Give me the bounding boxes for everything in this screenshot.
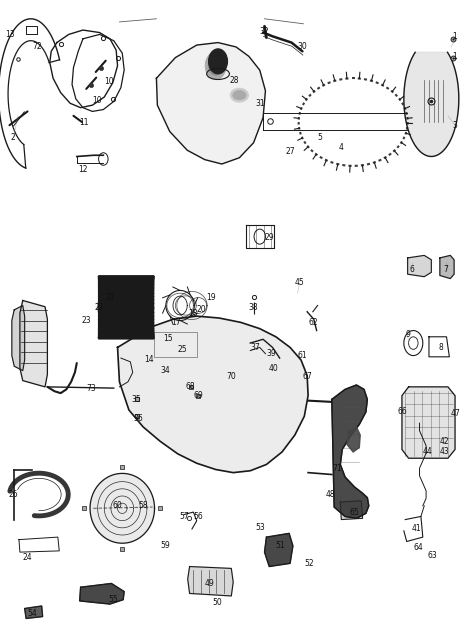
Text: 25: 25 <box>178 345 187 354</box>
Text: 60: 60 <box>113 501 122 510</box>
Text: 40: 40 <box>269 364 279 372</box>
Polygon shape <box>12 305 25 371</box>
Text: 66: 66 <box>397 408 407 416</box>
Text: 21: 21 <box>105 293 115 302</box>
Text: 4: 4 <box>339 143 344 151</box>
Text: 71: 71 <box>333 464 342 473</box>
Text: 27: 27 <box>285 147 295 156</box>
Text: 29: 29 <box>264 233 274 242</box>
Text: 36: 36 <box>134 414 143 423</box>
Text: 15: 15 <box>164 334 173 342</box>
Polygon shape <box>440 255 454 279</box>
Text: 34: 34 <box>160 366 170 375</box>
Text: 13: 13 <box>6 30 15 39</box>
Text: 10: 10 <box>92 96 102 105</box>
Text: 6: 6 <box>410 265 415 274</box>
Text: 41: 41 <box>411 525 421 533</box>
Polygon shape <box>347 427 360 452</box>
Polygon shape <box>264 533 293 567</box>
Text: 57: 57 <box>179 512 189 521</box>
Text: 14: 14 <box>145 356 154 364</box>
Text: 54: 54 <box>27 609 37 618</box>
Text: 2: 2 <box>11 133 16 142</box>
Text: 26: 26 <box>9 490 18 499</box>
Polygon shape <box>25 606 43 618</box>
Polygon shape <box>402 387 455 458</box>
Text: 33: 33 <box>212 61 222 70</box>
Polygon shape <box>118 316 308 473</box>
Text: 56: 56 <box>193 512 203 521</box>
Polygon shape <box>404 53 459 156</box>
Circle shape <box>205 52 226 80</box>
Text: 44: 44 <box>423 448 432 456</box>
Text: 7: 7 <box>443 265 448 274</box>
Text: 49: 49 <box>205 579 214 588</box>
Text: 50: 50 <box>212 598 222 607</box>
Polygon shape <box>188 567 233 596</box>
Text: 1: 1 <box>453 52 457 61</box>
Text: 73: 73 <box>86 384 96 393</box>
Text: 59: 59 <box>160 541 170 550</box>
Text: 8: 8 <box>438 343 443 352</box>
Ellipse shape <box>233 91 246 100</box>
Text: 38: 38 <box>249 304 258 312</box>
Text: 22: 22 <box>95 304 104 312</box>
Text: 19: 19 <box>206 293 216 302</box>
Polygon shape <box>156 43 265 164</box>
Text: 48: 48 <box>326 490 336 499</box>
Text: 55: 55 <box>108 595 118 604</box>
Text: 31: 31 <box>255 99 264 108</box>
Text: 64: 64 <box>413 543 423 552</box>
Text: 10: 10 <box>104 77 114 86</box>
Text: 37: 37 <box>250 343 260 352</box>
Text: 63: 63 <box>428 552 437 560</box>
Text: 23: 23 <box>82 316 91 325</box>
Text: 45: 45 <box>295 279 304 287</box>
Text: 32: 32 <box>260 27 269 36</box>
Text: 9: 9 <box>405 331 410 339</box>
Text: 28: 28 <box>230 76 239 85</box>
Polygon shape <box>408 255 431 277</box>
Ellipse shape <box>230 88 248 102</box>
Text: 18: 18 <box>189 309 198 317</box>
Polygon shape <box>332 385 369 518</box>
Text: 68: 68 <box>186 382 195 391</box>
Polygon shape <box>80 583 124 604</box>
Text: 53: 53 <box>255 523 264 531</box>
Text: 17: 17 <box>172 318 181 327</box>
Text: 12: 12 <box>78 165 88 173</box>
Text: 1: 1 <box>453 32 457 41</box>
Polygon shape <box>20 300 47 387</box>
Text: 20: 20 <box>197 305 206 314</box>
Text: 72: 72 <box>32 43 42 51</box>
Text: 5: 5 <box>318 133 322 142</box>
Text: 47: 47 <box>450 409 460 418</box>
Text: 58: 58 <box>138 501 148 510</box>
Text: 65: 65 <box>350 508 359 516</box>
Text: 11: 11 <box>80 118 89 126</box>
Text: 52: 52 <box>304 559 314 568</box>
Text: 69: 69 <box>193 391 203 400</box>
Text: 43: 43 <box>440 448 449 456</box>
Text: 39: 39 <box>266 349 276 358</box>
Text: 3: 3 <box>453 121 457 130</box>
Text: 30: 30 <box>298 43 307 51</box>
Text: 24: 24 <box>23 553 32 562</box>
Text: 42: 42 <box>440 437 449 446</box>
Text: 61: 61 <box>298 351 307 360</box>
Polygon shape <box>90 473 155 543</box>
Text: 67: 67 <box>302 372 312 381</box>
Circle shape <box>209 56 223 75</box>
Polygon shape <box>340 501 363 520</box>
Text: 35: 35 <box>132 395 141 404</box>
Circle shape <box>209 49 228 74</box>
Text: 51: 51 <box>276 541 285 550</box>
Text: 62: 62 <box>309 318 319 327</box>
Text: 70: 70 <box>227 372 236 381</box>
